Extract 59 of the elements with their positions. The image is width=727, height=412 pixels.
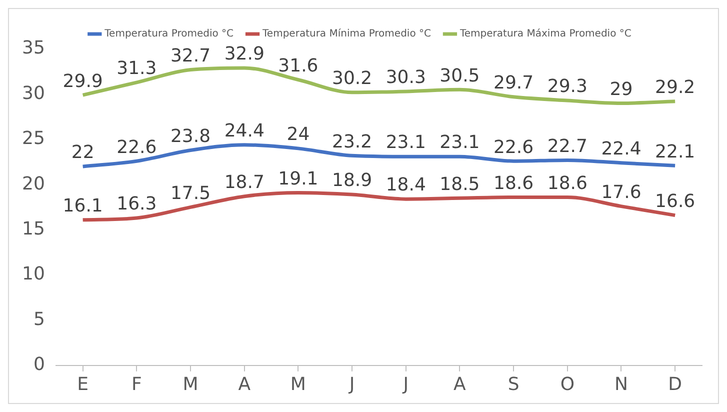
data-label: 29 — [610, 78, 633, 100]
x-tick-label: J — [402, 374, 409, 395]
y-tick-label: 5 — [33, 308, 45, 330]
data-label: 32.7 — [170, 45, 211, 66]
x-tick-label: F — [131, 374, 142, 395]
data-label: 23.1 — [440, 132, 480, 154]
data-label: 16.3 — [116, 194, 157, 215]
data-label: 29.9 — [62, 70, 103, 92]
data-label: 30.5 — [440, 65, 480, 86]
data-label: 22.1 — [655, 141, 696, 162]
data-label: 18.6 — [494, 172, 534, 194]
data-label: 23.1 — [386, 132, 426, 154]
data-label: 19.1 — [278, 168, 318, 190]
y-tick-label: 10 — [22, 264, 45, 285]
legend-label: Temperatura Mínima Promedio °C — [262, 28, 431, 40]
data-label: 17.5 — [170, 182, 211, 204]
x-tick-label: M — [182, 374, 198, 395]
data-label: 29.2 — [655, 77, 696, 98]
y-tick-label: 20 — [22, 173, 45, 194]
data-label: 18.9 — [332, 170, 372, 192]
data-label: 22.7 — [547, 136, 588, 157]
data-label: 16.6 — [655, 191, 696, 212]
data-label: 22.4 — [601, 138, 642, 160]
data-label: 22.6 — [494, 136, 534, 158]
x-tick-label: M — [290, 374, 306, 395]
x-tick-label: E — [77, 374, 89, 395]
data-label: 30.2 — [332, 68, 372, 90]
y-tick-label: 0 — [33, 354, 45, 376]
data-label: 24.4 — [224, 120, 264, 142]
data-label: 23.8 — [170, 126, 211, 147]
data-label: 24 — [286, 124, 310, 146]
x-tick-label: S — [508, 374, 520, 395]
y-tick-label: 35 — [22, 38, 45, 59]
data-label: 30.3 — [386, 67, 426, 88]
x-tick-label: A — [238, 374, 252, 395]
data-label: 31.6 — [278, 55, 318, 76]
x-tick-label: A — [454, 374, 467, 395]
x-tick-label: O — [560, 374, 574, 395]
data-label: 29.7 — [494, 72, 534, 94]
data-label: 23.2 — [332, 131, 372, 152]
data-label: 31.3 — [116, 58, 157, 80]
y-tick-label: 25 — [22, 128, 45, 150]
data-label: 32.9 — [224, 44, 264, 65]
data-label: 18.6 — [547, 172, 588, 194]
legend-label: Temperatura Promedio °C — [104, 28, 234, 40]
data-label: 18.4 — [386, 174, 426, 196]
data-label: 22 — [71, 142, 94, 164]
data-label: 16.1 — [62, 196, 103, 217]
x-tick-label: N — [614, 374, 628, 395]
y-tick-label: 15 — [22, 218, 45, 240]
data-label: 17.6 — [601, 182, 642, 203]
data-label: 29.3 — [547, 76, 588, 98]
data-label: 18.5 — [440, 174, 480, 195]
x-tick-label: D — [668, 374, 682, 395]
y-tick-label: 30 — [22, 82, 45, 104]
legend-label: Temperatura Máxima Promedio °C — [458, 28, 632, 40]
data-label: 18.7 — [224, 172, 264, 194]
data-label: 22.6 — [116, 136, 157, 158]
x-tick-label: J — [348, 374, 355, 395]
